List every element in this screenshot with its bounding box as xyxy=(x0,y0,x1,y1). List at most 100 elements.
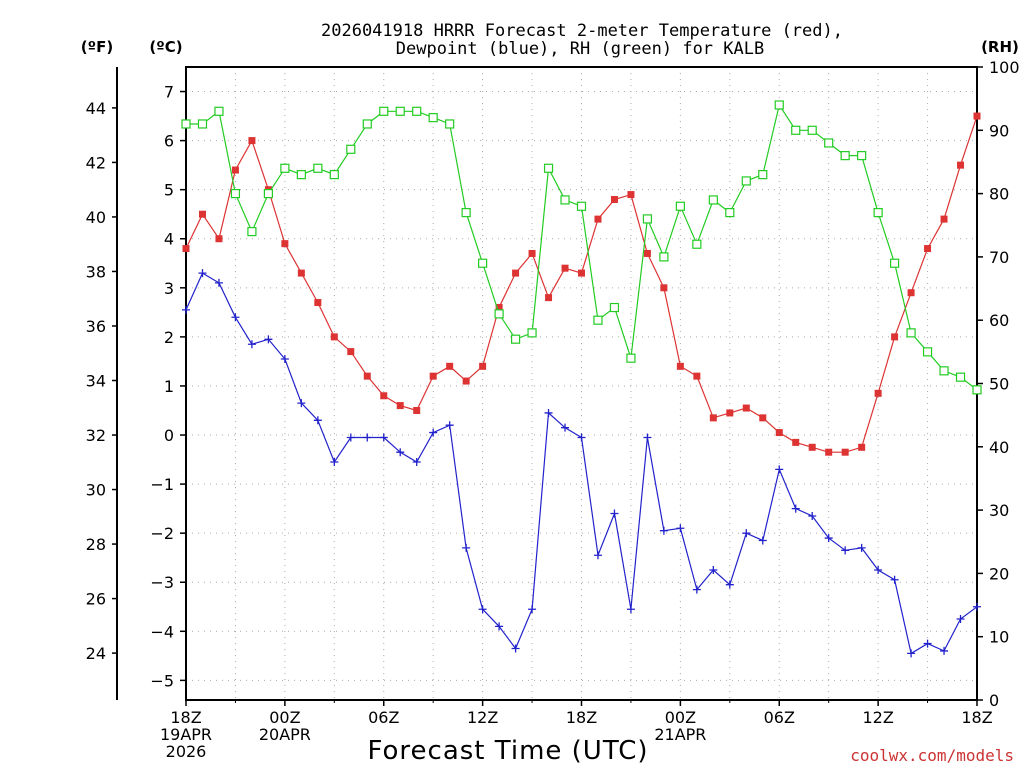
temperature-point xyxy=(330,333,338,341)
dewpoint-point xyxy=(857,543,866,552)
temperature-point xyxy=(594,215,602,223)
fahrenheit-tick-label: 40 xyxy=(86,208,106,227)
x-tick-label: 19APR xyxy=(160,725,212,744)
rh-tick-label: 40 xyxy=(989,438,1009,457)
temperature-point xyxy=(891,333,899,341)
dewpoint-point xyxy=(610,509,619,518)
temperature-point xyxy=(363,372,371,380)
dewpoint-point xyxy=(659,526,668,535)
dewpoint-point xyxy=(758,536,767,545)
dewpoint-point xyxy=(313,416,322,425)
dewpoint-point xyxy=(429,428,438,437)
dewpoint-point xyxy=(709,565,718,574)
temperature-point xyxy=(792,438,800,446)
x-tick-label: 21APR xyxy=(654,725,706,744)
rh-point xyxy=(824,138,834,148)
rh-tick-label: 100 xyxy=(989,58,1020,77)
rh-point xyxy=(675,201,685,211)
rh-tick-label: 0 xyxy=(989,691,999,710)
rh-tick-label: 50 xyxy=(989,375,1009,394)
rh-point xyxy=(461,207,471,218)
rh-point xyxy=(857,151,867,161)
rh-point xyxy=(609,302,620,313)
temperature-point xyxy=(314,299,322,307)
temperature-point xyxy=(825,448,833,456)
rh-unit-label: (RH) xyxy=(981,38,1019,56)
dewpoint-point xyxy=(396,448,405,457)
rh-point xyxy=(428,113,438,123)
rh-point xyxy=(955,372,966,382)
temperature-point xyxy=(973,112,981,120)
rh-point xyxy=(890,258,900,268)
celsius-tick-label: 4 xyxy=(164,230,174,249)
temperature-point xyxy=(347,348,355,356)
x-axis-title: Forecast Time (UTC) xyxy=(367,736,648,766)
dewpoint-point xyxy=(973,602,981,611)
temperature-point xyxy=(742,404,750,412)
fahrenheit-tick-label: 42 xyxy=(86,153,106,172)
celsius-tick-label: −3 xyxy=(150,573,174,592)
dewpoint-point xyxy=(495,622,504,631)
temperature-point xyxy=(231,166,239,174)
dewpoint-point xyxy=(182,305,190,314)
temperature-point xyxy=(693,372,701,380)
temperature-point xyxy=(676,362,684,370)
temperature-point xyxy=(380,392,388,400)
rh-tick-label: 60 xyxy=(989,311,1009,330)
fahrenheit-tick-label: 26 xyxy=(86,590,106,609)
temperature-point xyxy=(660,284,668,292)
dewpoint-point xyxy=(478,605,487,614)
temperature-point xyxy=(561,264,569,272)
temperature-point xyxy=(297,269,305,277)
fahrenheit-tick-label: 36 xyxy=(86,317,106,336)
temperature-point xyxy=(940,215,948,223)
celsius-tick-label: 5 xyxy=(164,181,174,200)
rh-point xyxy=(445,119,455,129)
rh-point xyxy=(494,309,504,319)
x-tick-label: 06Z xyxy=(764,708,795,727)
rh-point xyxy=(873,207,883,218)
x-tick-label: 00Z xyxy=(665,708,696,727)
dewpoint-point xyxy=(791,504,800,513)
rh-tick-label: 20 xyxy=(989,564,1009,583)
rh-point xyxy=(593,315,603,325)
x-tick-label: 12Z xyxy=(862,708,893,727)
chart-title-line-2: Dewpoint (blue), RH (green) for KALB xyxy=(396,39,764,59)
dewpoint-point xyxy=(363,433,372,442)
dewpoint-point xyxy=(940,646,949,655)
temperature-point xyxy=(858,443,866,451)
temperature-point xyxy=(610,195,618,203)
fahrenheit-tick-label: 32 xyxy=(86,426,106,445)
rh-point xyxy=(395,106,405,116)
rh-point xyxy=(741,176,751,186)
temperature-point xyxy=(479,362,487,370)
rh-point xyxy=(296,170,306,180)
temperature-point xyxy=(396,402,404,410)
rh-point xyxy=(280,163,290,173)
temperature-point xyxy=(643,249,651,257)
celsius-tick-label: 3 xyxy=(164,279,174,298)
fahrenheit-tick-label: 30 xyxy=(86,481,106,500)
temperature-point xyxy=(545,294,553,302)
temperature-point xyxy=(198,210,206,218)
dewpoint-point xyxy=(214,278,223,287)
rh-point xyxy=(412,106,422,116)
celsius-tick-label: −2 xyxy=(150,524,174,543)
x-tick-label: 06Z xyxy=(368,708,399,727)
temperature-point xyxy=(775,429,783,437)
rh-point xyxy=(774,100,784,110)
dewpoint-point xyxy=(692,585,701,594)
rh-point xyxy=(939,366,949,376)
rh-point xyxy=(922,347,933,357)
dewpoint-point xyxy=(264,335,273,344)
temperature-point xyxy=(182,245,190,253)
dewpoint-point xyxy=(330,458,339,467)
rh-point xyxy=(478,258,488,268)
dewpoint-point xyxy=(775,465,784,474)
tick-labels: 76543210−1−2−3−4−54442403836343230282624… xyxy=(86,58,1020,761)
rh-point xyxy=(840,151,850,161)
dewpoint-point xyxy=(742,529,751,538)
dewpoint-point xyxy=(808,511,817,520)
plot-frame xyxy=(185,66,978,701)
data-series xyxy=(181,100,982,658)
